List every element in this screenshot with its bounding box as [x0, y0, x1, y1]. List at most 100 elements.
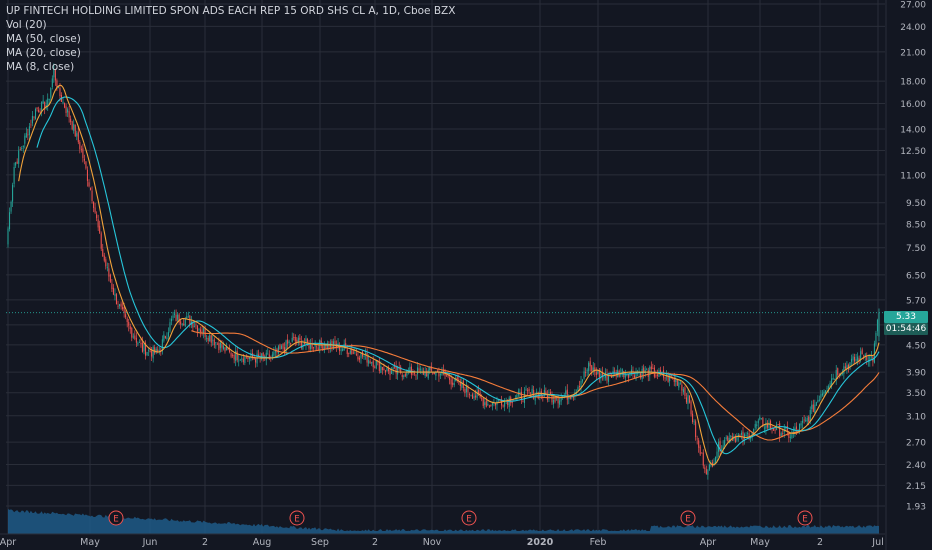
candle-body: [297, 337, 299, 343]
candle-body: [64, 103, 66, 108]
earnings-marker: [680, 510, 696, 526]
candle-body: [606, 374, 608, 381]
legend-ma20[interactable]: MA (20, close): [6, 47, 81, 59]
candle-body: [698, 440, 700, 448]
candle-body: [603, 377, 605, 379]
ma50-line: [191, 330, 880, 441]
candle-body: [180, 321, 182, 325]
candle-body: [566, 389, 568, 400]
candle-body: [340, 349, 342, 351]
candle-body: [497, 399, 500, 401]
candle-body: [464, 388, 466, 394]
last-price-tag: 5.33: [884, 311, 928, 323]
candle-body: [727, 436, 729, 442]
candle-body: [562, 396, 564, 398]
candle-body: [442, 369, 445, 373]
candle-body: [633, 375, 636, 378]
candle-body: [832, 378, 834, 380]
candle-body: [51, 78, 53, 87]
candle-body: [791, 431, 793, 438]
candle-body: [79, 141, 81, 150]
candle-body: [258, 354, 260, 357]
candle-body: [646, 369, 648, 370]
candle-body: [560, 397, 562, 402]
candle-body: [189, 315, 191, 325]
legend-volume[interactable]: Vol (20): [6, 19, 47, 31]
earnings-marker-label: E: [685, 515, 691, 525]
earnings-marker: [108, 510, 124, 526]
candle-body: [520, 391, 522, 400]
candle-body: [446, 375, 448, 377]
price-axis[interactable]: 27.00 24.00 21.00 18.00 16.00 14.00 12.50 11.00…: [885, 0, 926, 550]
candle-body: [339, 345, 341, 352]
candle-body: [725, 437, 727, 439]
candle-body: [592, 367, 594, 372]
candle-body: [582, 379, 584, 382]
candle-body: [131, 327, 133, 338]
candle-body: [274, 349, 276, 353]
symbol-title[interactable]: UP FINTECH HOLDING LIMITED SPON ADS EACH…: [6, 5, 456, 17]
candle-body: [823, 391, 825, 395]
candle-body: [288, 341, 290, 344]
candle-body: [438, 372, 440, 377]
candle-body: [719, 440, 721, 452]
candle-body: [41, 101, 43, 111]
candle-body: [844, 366, 846, 369]
candle-body: [656, 374, 658, 376]
candle-body: [481, 398, 483, 400]
candle-body: [600, 373, 602, 379]
candle-body: [120, 303, 122, 307]
time-axis[interactable]: Apr May Jun 2 Aug Sep 2 Nov 2020 Feb Apr May 2 Jul: [0, 533, 885, 548]
candle-body: [206, 337, 208, 339]
candle-body: [8, 212, 11, 230]
candle-body: [688, 396, 691, 403]
candle-body: [161, 339, 163, 352]
candle-body: [597, 369, 599, 374]
candle-body: [303, 343, 305, 345]
candle-body: [459, 381, 461, 387]
price-tick-label: 7.50: [906, 244, 926, 254]
candle-body: [805, 419, 807, 421]
candle-body: [439, 374, 441, 376]
candle-body: [663, 370, 665, 378]
candle-body: [679, 383, 681, 385]
candle-body: [325, 345, 327, 349]
candle-body: [88, 182, 90, 187]
candle-body: [854, 356, 856, 362]
candle-body: [245, 357, 247, 359]
candle-body: [25, 132, 27, 138]
candle-body: [378, 361, 380, 371]
candle-body: [371, 362, 373, 364]
candle-body: [28, 126, 30, 135]
candle-body: [106, 267, 108, 268]
candle-body: [482, 398, 484, 406]
candle-body: [563, 395, 565, 398]
candle-body: [799, 423, 801, 432]
candle-body: [773, 428, 775, 431]
candle-body: [795, 426, 798, 430]
candle-body: [67, 109, 69, 113]
candle-body: [380, 366, 382, 373]
price-tick-label: 2.15: [906, 482, 926, 492]
legend-ma8[interactable]: MA (8, close): [6, 61, 75, 73]
candle-body: [193, 326, 195, 327]
candle-body: [821, 393, 823, 396]
moving-average-lines: [18, 84, 880, 466]
candle-body: [808, 416, 810, 422]
candle-body: [649, 366, 651, 376]
candle-body: [384, 370, 386, 373]
candle-body: [707, 469, 709, 475]
ma20-line: [36, 96, 880, 455]
candle-body: [21, 147, 23, 149]
legend-ma50[interactable]: MA (50, close): [6, 33, 81, 45]
candle-body: [70, 118, 72, 122]
candle-body: [134, 335, 136, 339]
candle-body: [580, 380, 582, 389]
candle-body: [395, 366, 397, 374]
candle-body: [692, 413, 694, 422]
candle-body: [282, 343, 284, 349]
candle-body: [39, 111, 41, 113]
candle-body: [152, 346, 154, 359]
candle-body: [762, 417, 764, 427]
